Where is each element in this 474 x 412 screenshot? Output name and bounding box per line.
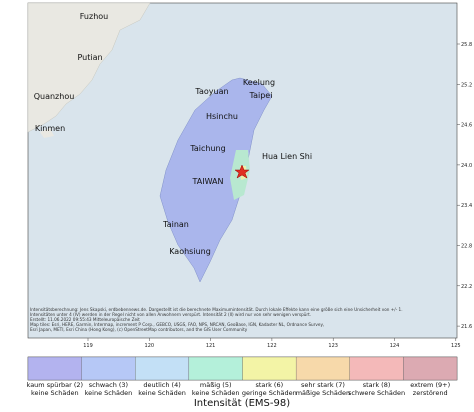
legend-label: deutlich (4)	[143, 381, 180, 389]
legend-label: extrem (9+)	[410, 381, 450, 389]
legend-swatch	[242, 356, 297, 381]
lat-tick-label: 23.4	[461, 203, 472, 209]
place-label: Hsinchu	[206, 112, 238, 121]
attribution-line: Intensitäten unter 4 (IV) werden in der …	[30, 312, 311, 317]
lat-tick-label: 24.0	[461, 163, 472, 169]
legend-swatch	[349, 356, 404, 381]
lon-tick-label: 123	[328, 343, 338, 349]
attribution-line: Intensitätsberechnung: Jens Skapski, erd…	[30, 307, 403, 312]
legend-sublabel: keine Schäden	[138, 389, 186, 397]
attribution-line: Esri Japan, METI, Esri China (Hong Kong)…	[30, 327, 248, 332]
place-label: Putian	[77, 53, 102, 62]
lon-tick-label: 119	[83, 343, 93, 349]
legend-label: kaum spürbar (2)	[27, 381, 84, 389]
legend-swatch	[135, 356, 190, 381]
lon-tick-label: 122	[267, 343, 277, 349]
lat-tick-label: 22.8	[461, 244, 472, 250]
place-label: Kaohsiung	[169, 247, 211, 256]
legend-sublabel: mäßige Schäden	[296, 389, 350, 397]
legend-sublabel: keine Schäden	[85, 389, 133, 397]
lon-tick-label: 121	[206, 343, 216, 349]
legend-sublabel: keine Schäden	[31, 389, 79, 397]
legend-label: sehr stark (7)	[301, 381, 345, 389]
legend-swatch	[403, 356, 458, 381]
place-label: Tainan	[162, 220, 189, 229]
lat-tick-label: 25.8	[461, 42, 472, 48]
place-label: Quanzhou	[34, 92, 75, 101]
legend-sublabel: geringe Schäden	[242, 389, 297, 397]
mainland	[27, 2, 151, 133]
place-label: Taipei	[249, 91, 273, 100]
lat-tick-label: 24.6	[461, 123, 472, 129]
lat-tick-label: 21.6	[461, 324, 472, 330]
legend-label: schwach (3)	[89, 381, 128, 389]
legend-swatch	[295, 356, 350, 381]
legend-sublabel: zerstörend	[413, 389, 448, 397]
lat-tick-label: 25.2	[461, 82, 472, 88]
legend-sublabel: keine Schäden	[192, 389, 240, 397]
lon-tick-label: 124	[390, 343, 400, 349]
lon-tick-label: 125	[451, 343, 461, 349]
place-label: Taoyuan	[194, 87, 228, 96]
legend-sublabel: schwere Schäden	[348, 389, 405, 397]
place-label: Fuzhou	[80, 12, 108, 21]
attribution-line: Erstellt: 11.06.2022 09:55:43 Mitteleuro…	[30, 317, 140, 322]
kinmen-island	[40, 128, 54, 138]
place-label: Kinmen	[35, 124, 65, 133]
legend-title: Intensität (EMS-98)	[194, 398, 290, 408]
legend-swatch	[27, 356, 82, 381]
legend-label: mäßig (5)	[200, 381, 232, 389]
place-label: TAIWAN	[191, 177, 223, 186]
lat-tick-label: 22.2	[461, 284, 472, 290]
legend-label: stark (8)	[363, 381, 391, 389]
epicenter	[234, 164, 250, 179]
attribution-line: Map tiles: Esri, HERE, Garmin, Intermap,…	[30, 322, 324, 327]
legend-label: stark (6)	[255, 381, 283, 389]
legend-swatch	[81, 356, 136, 381]
taiwan-island	[159, 77, 273, 283]
legend-swatch	[188, 356, 243, 381]
place-label: Taichung	[189, 144, 225, 153]
lon-tick-label: 120	[145, 343, 155, 349]
place-label: Keelung	[243, 78, 275, 87]
place-label: Hua Lien Shi	[262, 152, 312, 161]
